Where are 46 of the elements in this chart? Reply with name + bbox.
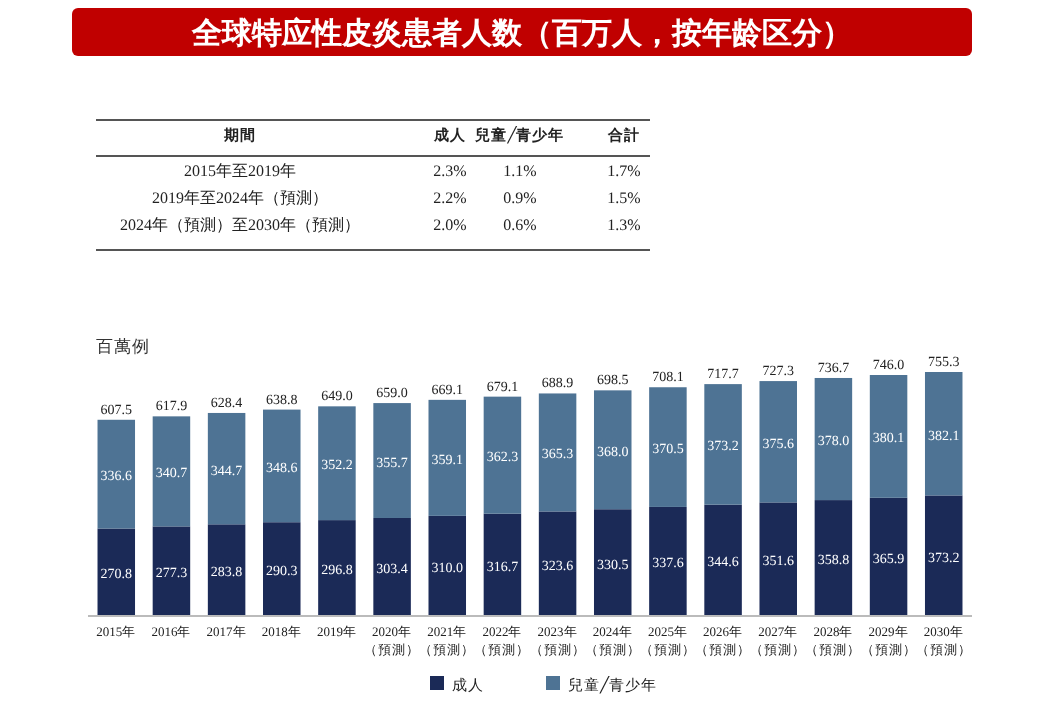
bar bbox=[97, 528, 136, 616]
bar bbox=[704, 384, 742, 505]
bar bbox=[483, 513, 522, 616]
text: 2019年至2024年（預測） bbox=[152, 189, 328, 207]
bar bbox=[593, 509, 632, 616]
bar bbox=[704, 504, 742, 616]
bar bbox=[483, 396, 522, 514]
bar bbox=[318, 520, 356, 616]
bar bbox=[428, 399, 467, 516]
bar bbox=[318, 406, 356, 521]
bar bbox=[97, 419, 136, 529]
bar bbox=[759, 502, 797, 616]
text: 0.6% bbox=[503, 216, 538, 234]
y-axis-title: 百萬例 bbox=[96, 336, 150, 356]
bar bbox=[207, 412, 246, 525]
bar bbox=[152, 416, 191, 527]
text: 1.1% bbox=[503, 162, 538, 180]
bar bbox=[814, 500, 853, 616]
bar bbox=[152, 526, 191, 616]
bar bbox=[373, 403, 411, 518]
bar bbox=[649, 506, 687, 616]
bar bbox=[373, 517, 411, 616]
text: 2024年（預測）至2030年（預測） bbox=[120, 216, 360, 234]
bar bbox=[924, 495, 963, 616]
text: 1.3% bbox=[607, 216, 642, 234]
text: 2.2% bbox=[433, 189, 468, 207]
bar bbox=[814, 377, 853, 501]
text: 2.0% bbox=[433, 216, 468, 234]
text: 2.3% bbox=[433, 162, 468, 180]
text: 2015年至2019年 bbox=[184, 162, 296, 180]
bar bbox=[538, 511, 577, 616]
text: 0.9% bbox=[503, 189, 538, 207]
bar bbox=[263, 522, 301, 616]
text: 全球特应性皮炎患者人数（百万人，按年龄区分） bbox=[190, 15, 852, 51]
bar bbox=[428, 515, 467, 616]
bar bbox=[593, 390, 632, 510]
bar bbox=[207, 524, 246, 616]
bar bbox=[649, 387, 687, 507]
bar bbox=[759, 381, 797, 503]
bar bbox=[538, 393, 577, 512]
text: 1.5% bbox=[607, 189, 642, 207]
bar bbox=[869, 497, 908, 616]
bar bbox=[924, 372, 963, 496]
bar bbox=[263, 409, 301, 523]
bar bbox=[869, 375, 908, 498]
text: 1.7% bbox=[607, 162, 642, 180]
